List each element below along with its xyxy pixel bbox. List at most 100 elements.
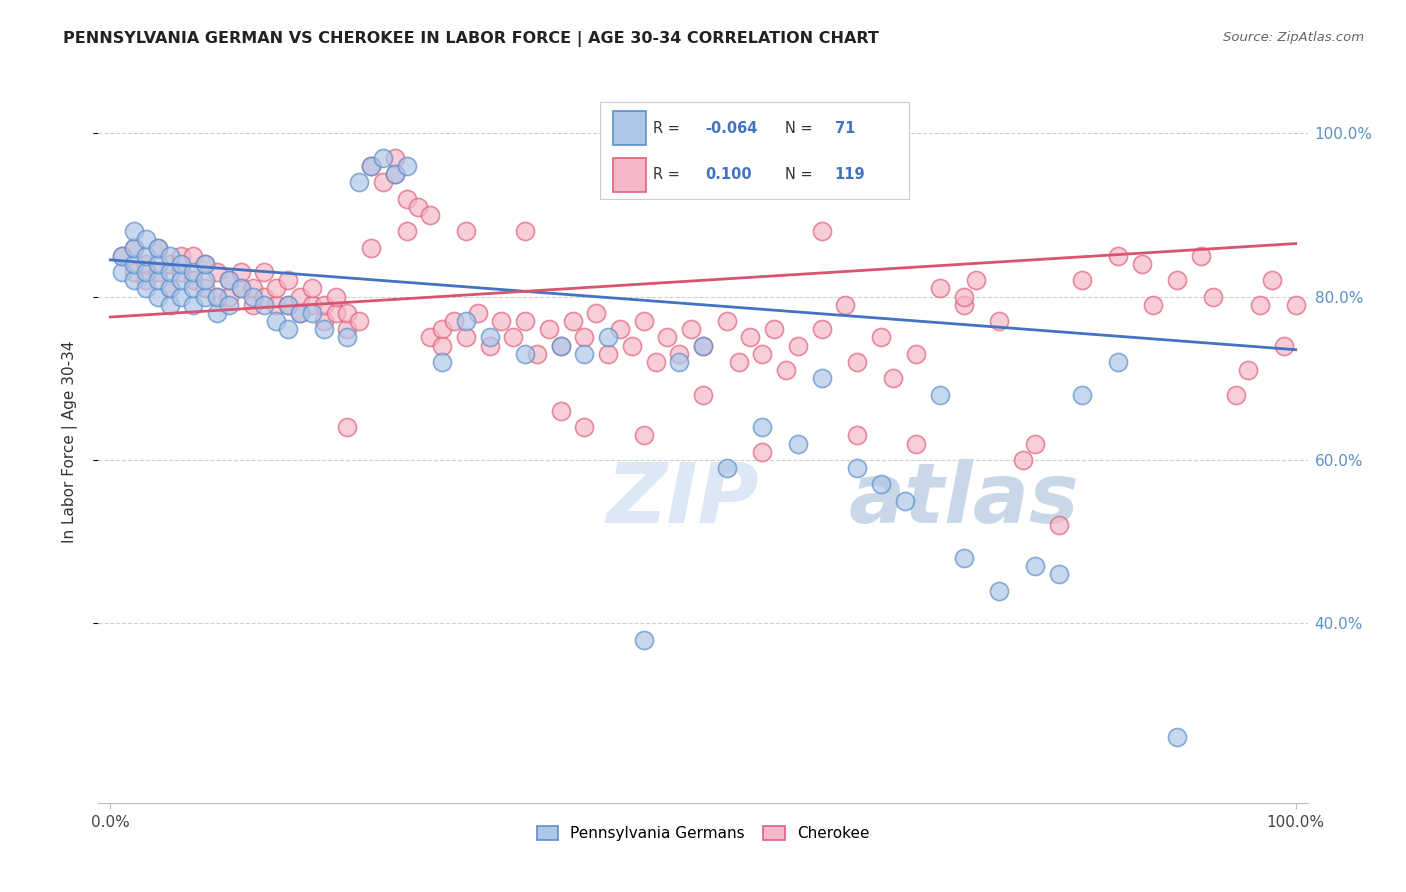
Point bbox=[952, 298, 974, 312]
Point bbox=[122, 257, 145, 271]
Point bbox=[336, 420, 359, 434]
Point bbox=[181, 281, 204, 295]
Point bbox=[347, 314, 370, 328]
Point bbox=[312, 314, 335, 328]
Point bbox=[432, 355, 454, 369]
Point bbox=[905, 347, 928, 361]
Point bbox=[229, 281, 252, 295]
Point bbox=[574, 330, 596, 344]
Point bbox=[561, 314, 583, 328]
Point bbox=[159, 281, 181, 295]
Point bbox=[810, 224, 832, 238]
Point bbox=[146, 273, 169, 287]
Point bbox=[218, 273, 240, 287]
Point bbox=[419, 330, 441, 344]
Point bbox=[988, 583, 1011, 598]
Point bbox=[371, 151, 394, 165]
Point bbox=[111, 265, 134, 279]
Point bbox=[1024, 559, 1046, 574]
Point bbox=[242, 298, 264, 312]
Point bbox=[408, 200, 430, 214]
Point bbox=[181, 273, 204, 287]
Point bbox=[644, 355, 666, 369]
Point bbox=[952, 290, 974, 304]
Point bbox=[111, 249, 134, 263]
Point bbox=[1166, 273, 1188, 287]
Point bbox=[763, 322, 786, 336]
Text: atlas: atlas bbox=[848, 458, 1078, 540]
Point bbox=[122, 224, 145, 238]
Point bbox=[515, 314, 537, 328]
Point bbox=[146, 241, 169, 255]
Point bbox=[360, 159, 382, 173]
Point bbox=[657, 330, 679, 344]
Point bbox=[598, 347, 620, 361]
Point bbox=[159, 298, 181, 312]
Point bbox=[432, 338, 454, 352]
Text: PENNSYLVANIA GERMAN VS CHEROKEE IN LABOR FORCE | AGE 30-34 CORRELATION CHART: PENNSYLVANIA GERMAN VS CHEROKEE IN LABOR… bbox=[63, 31, 879, 47]
Point bbox=[384, 167, 406, 181]
Point bbox=[1285, 298, 1308, 312]
Y-axis label: In Labor Force | Age 30-34: In Labor Force | Age 30-34 bbox=[62, 340, 77, 543]
Point bbox=[264, 281, 287, 295]
Point bbox=[336, 322, 359, 336]
Point bbox=[170, 257, 193, 271]
Point bbox=[965, 273, 987, 287]
Point bbox=[253, 290, 276, 304]
Point bbox=[242, 281, 264, 295]
Point bbox=[159, 281, 181, 295]
Point bbox=[170, 290, 193, 304]
Point bbox=[325, 306, 347, 320]
Point bbox=[135, 281, 157, 295]
Point bbox=[336, 330, 359, 344]
Point bbox=[229, 281, 252, 295]
Point bbox=[810, 371, 832, 385]
Point bbox=[869, 477, 891, 491]
Point bbox=[1130, 257, 1153, 271]
Point bbox=[229, 265, 252, 279]
Point bbox=[1107, 355, 1129, 369]
Point bbox=[194, 257, 217, 271]
Point bbox=[395, 159, 418, 173]
Point bbox=[277, 298, 299, 312]
Point bbox=[1261, 273, 1284, 287]
Point bbox=[347, 175, 370, 189]
Point bbox=[454, 314, 477, 328]
Point bbox=[218, 273, 240, 287]
Point bbox=[1047, 567, 1070, 582]
Point bbox=[242, 290, 264, 304]
Point bbox=[893, 493, 915, 508]
Point bbox=[122, 273, 145, 287]
Point bbox=[716, 461, 738, 475]
Point bbox=[312, 322, 335, 336]
Point bbox=[264, 298, 287, 312]
Point bbox=[681, 322, 703, 336]
Point bbox=[146, 241, 169, 255]
Point bbox=[135, 257, 157, 271]
Point bbox=[159, 265, 181, 279]
Point bbox=[478, 330, 501, 344]
Point bbox=[633, 314, 655, 328]
Point bbox=[264, 314, 287, 328]
Point bbox=[929, 387, 952, 401]
Point bbox=[692, 387, 714, 401]
Point bbox=[146, 290, 169, 304]
Point bbox=[668, 355, 690, 369]
Point bbox=[526, 347, 548, 361]
Point bbox=[1225, 387, 1247, 401]
Point bbox=[467, 306, 489, 320]
Point bbox=[371, 175, 394, 189]
Point bbox=[869, 330, 891, 344]
Point bbox=[159, 249, 181, 263]
Point bbox=[550, 338, 572, 352]
Point bbox=[633, 632, 655, 647]
Point bbox=[301, 281, 323, 295]
Point bbox=[609, 322, 631, 336]
Point bbox=[620, 338, 643, 352]
Point bbox=[1047, 518, 1070, 533]
Legend: Pennsylvania Germans, Cherokee: Pennsylvania Germans, Cherokee bbox=[530, 820, 876, 847]
Point bbox=[929, 281, 952, 295]
Point bbox=[454, 330, 477, 344]
Point bbox=[135, 273, 157, 287]
Point bbox=[146, 257, 169, 271]
